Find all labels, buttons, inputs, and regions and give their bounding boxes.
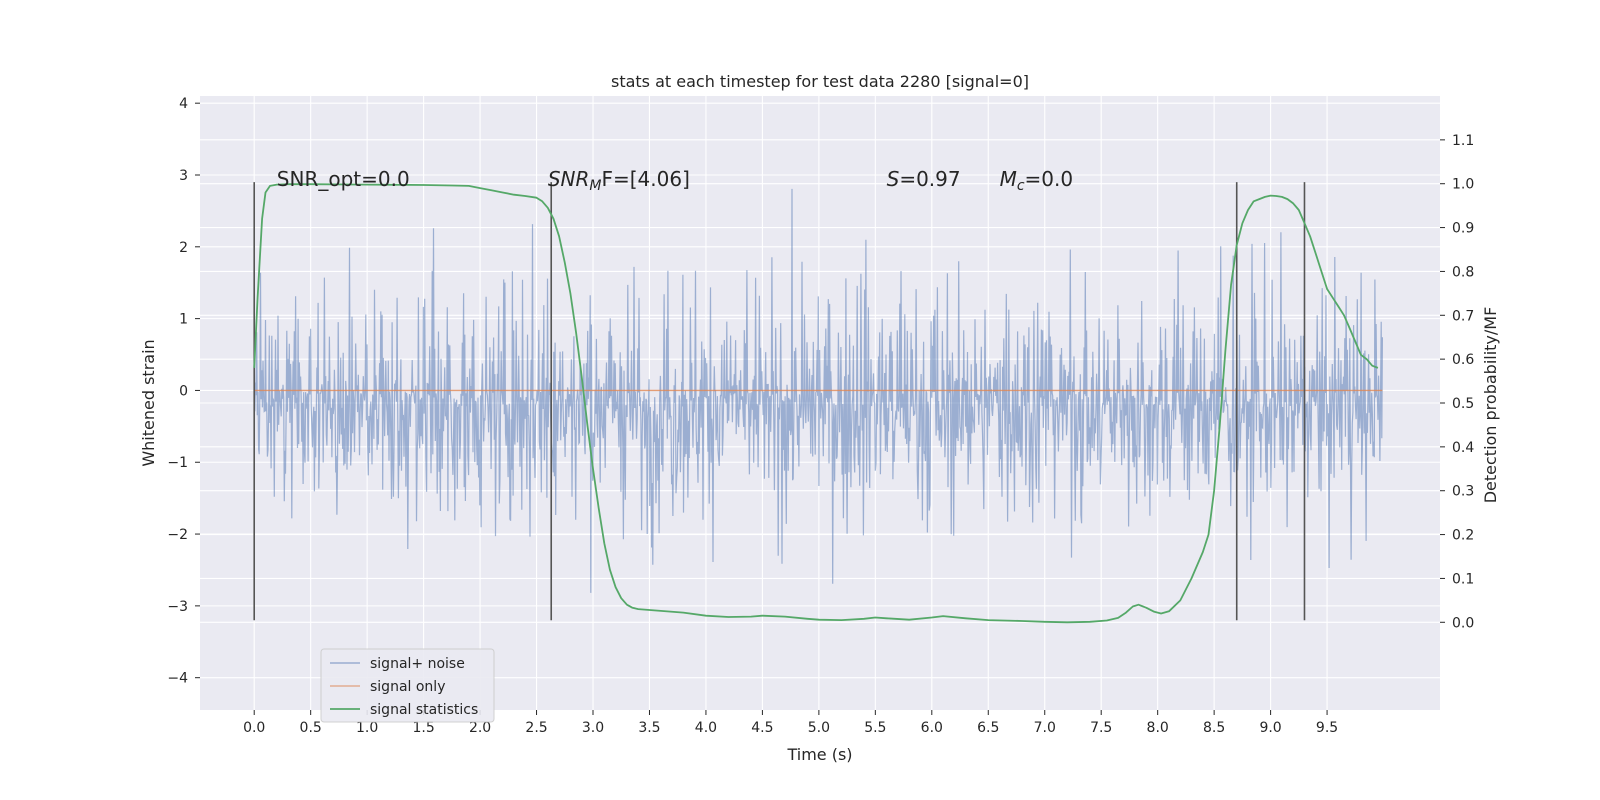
statistics-line <box>253 183 1379 624</box>
x-tick-label: 4.5 <box>751 720 773 736</box>
annotation: S=0.97 <box>887 167 961 191</box>
y-right-tick-label: 0.9 <box>1452 221 1474 237</box>
noise-trace <box>253 188 1384 593</box>
y-right-tick-label: 1.0 <box>1452 177 1474 193</box>
annotation-subscript: c <box>1017 178 1025 194</box>
y-tick-label: 3 <box>179 168 188 184</box>
y-tick-label: −4 <box>167 671 188 687</box>
x-axis-ticks: 0.0 0.5 1.0 1.5 2.0 2.5 3.0 3.5 4.0 4.5 5.0 5.5 6.0 6… <box>243 710 1338 736</box>
x-tick-label: 2.0 <box>469 720 491 736</box>
legend-box <box>320 648 495 723</box>
annotation-value: =0.0 <box>1025 167 1074 191</box>
annotation: SNRMF=[4.06] <box>548 167 690 194</box>
y-axis-ticks: −4 −3 −2 −1 0 1 2 3 4 <box>167 96 200 687</box>
x-tick-label: 9.5 <box>1316 720 1338 736</box>
signal-statistics-series <box>253 183 1379 624</box>
annotation-main: S <box>887 167 900 191</box>
x-tick-label: 4.0 <box>695 720 717 736</box>
x-tick-label: 9.0 <box>1259 720 1281 736</box>
y-tick-label: −2 <box>167 527 188 543</box>
x-tick-label: 5.5 <box>864 720 886 736</box>
x-tick-label: 0.0 <box>243 720 265 736</box>
legend-label-signal-only: signal only <box>370 679 445 695</box>
x-tick-label: 7.0 <box>1034 720 1056 736</box>
y-tick-label: −1 <box>167 455 188 471</box>
x-tick-label: 7.5 <box>1090 720 1112 736</box>
y-right-tick-label: 0.3 <box>1452 484 1474 500</box>
annotation-value: F=[4.06] <box>601 167 689 191</box>
x-tick-label: 1.5 <box>412 720 434 736</box>
chart-title: stats at each timestep for test data 228… <box>611 72 1029 91</box>
y-right-tick-label: 0.2 <box>1452 528 1474 544</box>
x-tick-label: 5.0 <box>808 720 830 736</box>
x-axis-label: Time (s) <box>786 745 852 764</box>
annotation-subscript: M <box>589 178 601 194</box>
y-right-tick-label: 0.8 <box>1452 264 1474 280</box>
y-tick-label: 1 <box>179 312 188 328</box>
annotation: SNR_opt=0.0 <box>277 167 410 191</box>
legend-label-signal-statistics: signal statistics <box>370 702 478 718</box>
y-tick-label: 4 <box>179 96 188 112</box>
vertical-markers <box>253 182 1306 621</box>
annotation-main: SNR <box>548 167 590 191</box>
x-tick-label: 6.5 <box>977 720 999 736</box>
x-tick-label: 3.5 <box>638 720 660 736</box>
y-right-tick-label: 0.6 <box>1452 352 1474 368</box>
legend: signal+ noise signal only signal statist… <box>320 648 495 723</box>
y-right-tick-label: 1.1 <box>1452 133 1474 149</box>
x-tick-label: 2.5 <box>525 720 547 736</box>
legend-label-signal-plus-noise: signal+ noise <box>370 656 465 672</box>
y-tick-label: −3 <box>167 599 188 615</box>
y-right-axis-label: Detection probability/MF <box>1481 307 1500 504</box>
y-right-tick-label: 0.0 <box>1452 615 1474 631</box>
y-right-tick-label: 0.1 <box>1452 571 1474 587</box>
annotations: SNR_opt=0.0 SNRMF=[4.06] S=0.97 Mc=0.0 <box>277 167 1073 194</box>
y-tick-label: 0 <box>179 383 188 399</box>
x-tick-label: 1.0 <box>356 720 378 736</box>
x-tick-label: 8.5 <box>1203 720 1225 736</box>
x-tick-label: 6.0 <box>921 720 943 736</box>
annotation-value: =0.97 <box>899 167 960 191</box>
x-tick-label: 0.5 <box>300 720 322 736</box>
y-axis-label: Whitened strain <box>139 339 158 466</box>
annotation-main: M <box>1000 167 1017 191</box>
y-right-axis-ticks: 0.0 0.1 0.2 0.3 0.4 0.5 0.6 0.7 0.8 0.9 1.0 1.1 <box>1440 133 1474 631</box>
y-tick-label: 2 <box>179 240 188 256</box>
annotation: Mc=0.0 <box>1000 167 1074 194</box>
x-tick-label: 8.0 <box>1147 720 1169 736</box>
y-right-tick-label: 0.4 <box>1452 440 1474 456</box>
y-right-tick-label: 0.7 <box>1452 308 1474 324</box>
x-tick-label: 3.0 <box>582 720 604 736</box>
annotation-main: SNR_opt=0.0 <box>277 167 410 191</box>
signal-plus-noise-series <box>253 188 1384 593</box>
y-right-tick-label: 0.5 <box>1452 396 1474 412</box>
